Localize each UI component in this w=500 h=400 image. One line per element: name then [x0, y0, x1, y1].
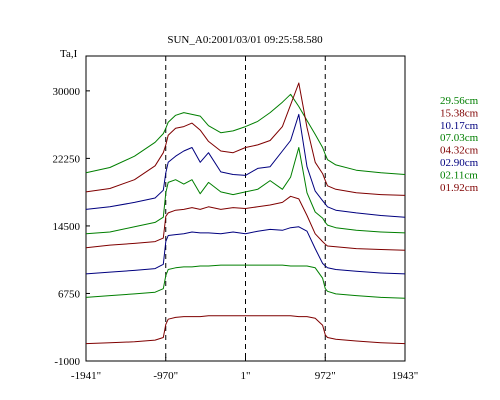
dashed-reference-lines [165, 56, 326, 361]
x-tick-label-2: 1" [241, 370, 251, 382]
x-tick-label-0: -1941" [71, 370, 101, 382]
y-tick-label-3: 6750 [58, 288, 81, 300]
series-line-04.32cm [85, 195, 406, 251]
y-tick-label-4: -1000 [54, 356, 80, 368]
y-axis-label: Ta,I [60, 48, 78, 60]
legend-entry-29.56cm: 29.56cm [440, 95, 479, 107]
y-tick-label-2: 14500 [53, 221, 81, 233]
series-group [85, 82, 406, 345]
x-ticks: -1941" -970" 1" 972" 1943" [71, 357, 418, 382]
series-line-15.38cm [85, 82, 406, 196]
y-ticks: 30000 22250 14500 6750 -1000 [53, 86, 90, 368]
legend-entry-15.38cm: 15.38cm [440, 107, 479, 119]
legend-entry-07.03cm: 07.03cm [440, 132, 479, 144]
series-line-10.17cm [85, 113, 406, 218]
series-line-02.90cm [85, 226, 406, 275]
y-tick-label-1: 22250 [53, 153, 81, 165]
legend-entry-10.17cm: 10.17cm [440, 120, 479, 132]
chart-title: SUN_A0:2001/03/01 09:25:58.580 [167, 34, 323, 46]
legend-entry-01.92cm: 01.92cm [440, 182, 479, 194]
series-line-01.92cm [85, 315, 406, 345]
y-tick-label-0: 30000 [53, 86, 81, 98]
legend-entry-02.11cm: 02.11cm [440, 169, 478, 181]
series-line-29.56cm [85, 93, 406, 175]
x-tick-label-4: 1943" [392, 370, 419, 382]
series-line-02.11cm [85, 264, 406, 299]
legend: 29.56cm15.38cm10.17cm07.03cm04.32cm02.90… [440, 95, 479, 194]
series-line-07.03cm [85, 147, 406, 235]
legend-entry-02.90cm: 02.90cm [440, 157, 479, 169]
x-tick-label-3: 972" [315, 370, 336, 382]
x-tick-label-1: -970" [153, 370, 178, 382]
legend-entry-04.32cm: 04.32cm [440, 145, 479, 157]
